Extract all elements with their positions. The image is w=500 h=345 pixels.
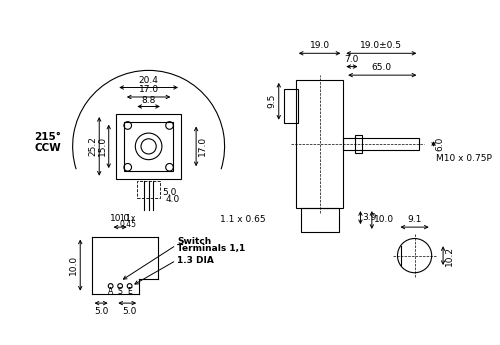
Text: 19.0±0.5: 19.0±0.5	[360, 41, 403, 50]
Text: 10.0: 10.0	[70, 255, 78, 275]
Text: A: A	[108, 287, 113, 296]
Text: 25.2: 25.2	[88, 136, 98, 156]
Bar	[296, 80, 344, 208]
Text: S: S	[118, 287, 122, 296]
Text: 9.5: 9.5	[268, 94, 277, 108]
Text: 4.0: 4.0	[166, 195, 180, 204]
Text: 17.0: 17.0	[198, 136, 207, 156]
Bar	[300, 208, 339, 232]
Text: 1.3 DIA: 1.3 DIA	[177, 256, 214, 265]
Bar	[344, 138, 419, 150]
Text: 65.0: 65.0	[372, 63, 392, 72]
Text: 20.4: 20.4	[138, 76, 158, 85]
Text: 10.0: 10.0	[374, 216, 394, 225]
Text: Terminals 1,1: Terminals 1,1	[177, 245, 246, 254]
Text: 1.1 x 0.65: 1.1 x 0.65	[220, 215, 266, 224]
Text: M10 x 0.75P: M10 x 0.75P	[436, 154, 492, 163]
Text: 9.1: 9.1	[408, 215, 422, 224]
Bar	[354, 136, 362, 152]
Text: Switch: Switch	[177, 237, 212, 246]
Text: 10.0: 10.0	[110, 214, 130, 223]
Bar	[116, 114, 181, 179]
Text: 1.1x: 1.1x	[120, 214, 136, 223]
Text: 0.45: 0.45	[119, 220, 136, 229]
Text: 215°: 215°	[34, 132, 61, 142]
Text: 19.0: 19.0	[310, 41, 330, 50]
Text: 8.8: 8.8	[142, 96, 156, 105]
Text: CCW: CCW	[34, 143, 61, 153]
Bar	[124, 122, 174, 171]
Text: 7.0: 7.0	[344, 55, 359, 64]
Bar	[284, 89, 298, 122]
Text: 15.0: 15.0	[98, 136, 107, 156]
Text: 5.0: 5.0	[94, 307, 108, 316]
Text: 5.0: 5.0	[122, 307, 137, 316]
Text: E: E	[127, 287, 132, 296]
Text: 17.0: 17.0	[138, 85, 158, 94]
Text: 10.2: 10.2	[445, 246, 454, 266]
Text: 6.0: 6.0	[436, 137, 444, 151]
Text: 3.9: 3.9	[362, 213, 376, 222]
Bar	[137, 180, 160, 198]
Text: 5.0: 5.0	[162, 188, 176, 197]
